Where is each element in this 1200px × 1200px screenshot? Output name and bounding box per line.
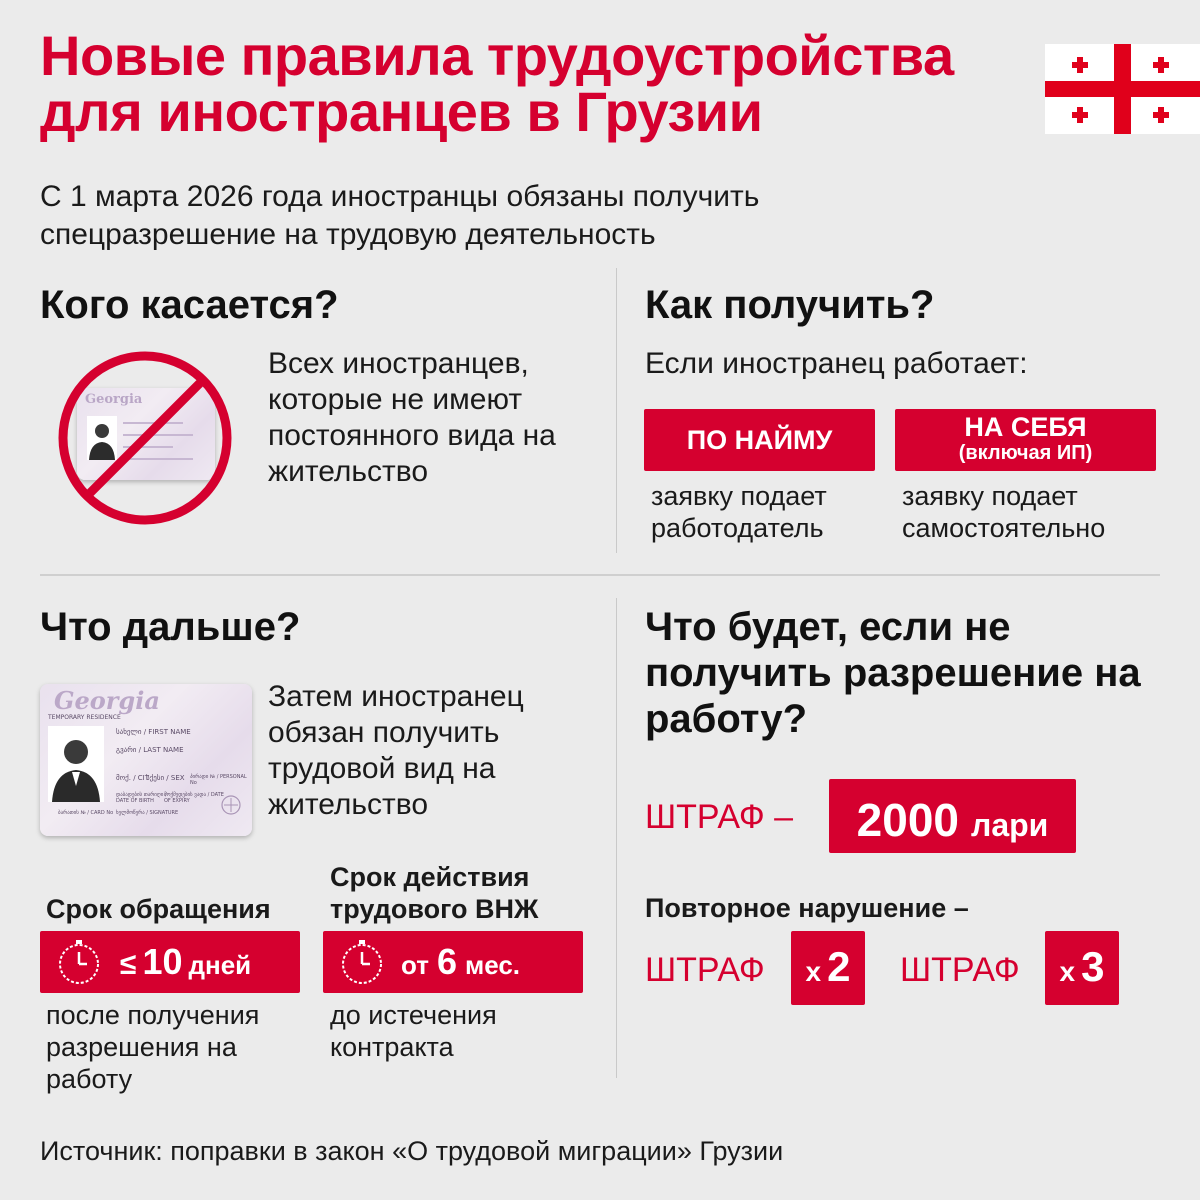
validity-label: Срок действия трудового ВНЖ <box>330 862 539 924</box>
deadline-desc: после получения разрешения на работу <box>46 1000 260 1094</box>
repeat2-label: ШТРАФ <box>900 951 1020 989</box>
fine-amount-badge: 2000 лари <box>829 779 1076 853</box>
person-silhouette-icon <box>48 726 104 802</box>
source-note: Источник: поправки в закон «О трудовой м… <box>40 1136 784 1166</box>
fine-label: ШТРАФ – <box>645 798 794 836</box>
repeat2-multiplier-badge: х 3 <box>1045 931 1119 1005</box>
id-card-image: Georgia <box>77 388 215 480</box>
subtitle: С 1 марта 2026 года иностранцы обязаны п… <box>40 180 760 251</box>
georgian-flag-icon <box>1045 44 1200 134</box>
deadline-badge: ≤ 10 дней <box>40 931 300 993</box>
option-self-employed-sub: (включая ИП) <box>958 442 1093 464</box>
repeat-label: Повторное нарушение – <box>645 893 969 923</box>
option-employed-badge: ПО НАЙМУ <box>644 409 875 471</box>
repeat1-label: ШТРАФ <box>645 951 765 989</box>
validity-value: от 6 мес. <box>401 941 521 982</box>
penalty-heading: Что будет, если не получить разрешение н… <box>645 605 1141 741</box>
residence-card-image: Georgia TEMPORARY RESIDENCE სახელი / FIR… <box>40 684 252 836</box>
coat-of-arms-icon <box>221 795 241 815</box>
prohibition-sign-icon <box>58 351 232 525</box>
how-heading: Как получить? <box>645 283 935 327</box>
option-self-employed-badge: НА СЕБЯ (включая ИП) <box>895 409 1156 471</box>
validity-desc: до истечения контракта <box>330 1000 497 1062</box>
repeat1-multiplier-badge: х 2 <box>791 931 865 1005</box>
horizontal-divider <box>40 574 1160 576</box>
stopwatch-icon <box>59 940 99 984</box>
crossed-out-id-card-icon: Georgia <box>55 348 235 528</box>
validity-badge: от 6 мес. <box>323 931 583 993</box>
vertical-divider-top <box>616 268 617 553</box>
deadline-label: Срок обращения <box>46 894 271 924</box>
how-intro: Если иностранец работает: <box>645 347 1028 380</box>
option-self-employed-label: НА СЕБЯ <box>964 412 1087 442</box>
next-heading: Что дальше? <box>40 605 301 649</box>
who-text: Всех иностранцев, которые не имеют посто… <box>268 347 556 488</box>
option-self-employed-desc: заявку подает самостоятельно <box>902 481 1106 543</box>
who-heading: Кого касается? <box>40 283 339 327</box>
fine-currency: лари <box>971 807 1049 843</box>
stopwatch-icon <box>342 940 382 984</box>
option-employed-desc: заявку подает работодатель <box>651 481 827 543</box>
deadline-value: ≤ 10 дней <box>120 941 252 982</box>
vertical-divider-bottom <box>616 598 617 1078</box>
page-title: Новые правила трудоустройства для иностр… <box>40 24 954 143</box>
next-text: Затем иностранец обязан получить трудово… <box>268 680 524 821</box>
fine-amount: 2000 <box>856 794 959 846</box>
person-silhouette-icon <box>87 416 117 460</box>
